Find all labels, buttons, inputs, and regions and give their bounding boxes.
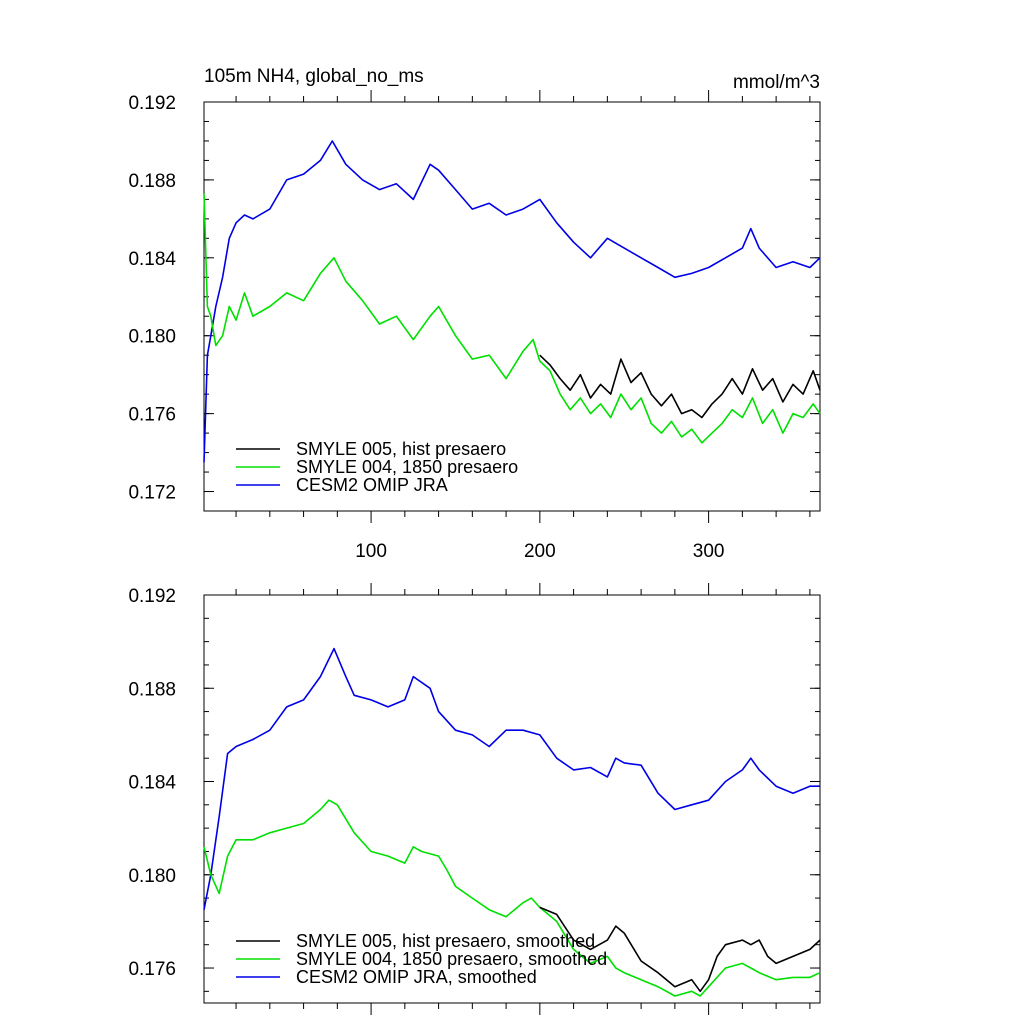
- legend-label: SMYLE 004, 1850 presaero, smoothed: [296, 949, 607, 969]
- x-tick-label: 100: [355, 541, 387, 562]
- legend-label: SMYLE 005, hist presaero: [296, 439, 506, 459]
- y-tick-label: 0.192: [128, 586, 176, 607]
- legend-label: SMYLE 005, hist presaero, smoothed: [296, 931, 595, 951]
- legend-label: CESM2 OMIP JRA: [296, 475, 448, 495]
- chart-title: 105m NH4, global_no_ms: [204, 66, 424, 87]
- y-tick-label: 0.184: [128, 249, 176, 270]
- y-tick-label: 0.188: [128, 679, 176, 700]
- bottom-panel: 0.176 0.180 0.184 0.188 0.192 SMYLE 005, hist…: [128, 583, 821, 1015]
- y-tick-label: 0.188: [128, 171, 176, 192]
- plot-frame: [203, 101, 821, 512]
- plot-frame: [203, 594, 821, 1004]
- x-tick-label: 200: [524, 541, 556, 562]
- series-line-3: [203, 647, 820, 910]
- y-tick-label: 0.172: [128, 483, 176, 504]
- series-line-1: [539, 354, 821, 419]
- series-line-2: [203, 799, 821, 997]
- y-tick-label: 0.184: [128, 773, 176, 794]
- y-tick-label: 0.192: [128, 93, 176, 114]
- y-tick-label: 0.180: [128, 327, 176, 348]
- legend-label: CESM2 OMIP JRA, smoothed: [296, 967, 537, 987]
- y-tick-label: 0.176: [128, 405, 176, 426]
- x-tick-label: 300: [693, 541, 725, 562]
- legend-label: SMYLE 004, 1850 presaero: [296, 457, 518, 477]
- y-tick-label: 0.180: [128, 866, 176, 887]
- units-label: mmol/m^3: [733, 72, 820, 93]
- top-panel: 0.172 0.176 0.180 0.184 0.188 0.192 100 200 300 S…: [128, 90, 821, 562]
- y-tick-label: 0.176: [128, 959, 176, 980]
- series-line-1: [539, 906, 821, 993]
- series-line-3: [203, 140, 821, 463]
- series-line-2: [203, 193, 821, 444]
